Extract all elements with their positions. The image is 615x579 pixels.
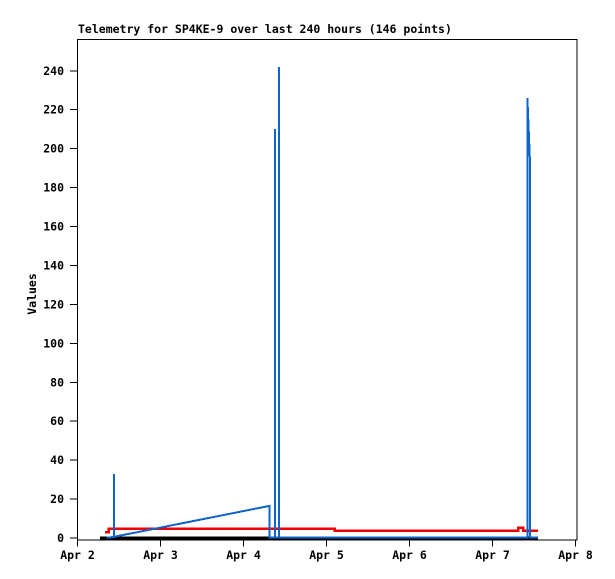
y-tick-label: 80: [50, 375, 64, 389]
y-tick-label: 0: [57, 531, 64, 545]
y-tick-label: 100: [43, 336, 64, 350]
plot-border: [77, 39, 578, 541]
y-tick-label: 140: [43, 258, 64, 272]
y-tick-label: 160: [43, 220, 64, 234]
y-tick-label: 220: [43, 103, 64, 117]
y-tick-label: 40: [50, 453, 64, 467]
x-tick-label: Apr 4: [226, 548, 261, 562]
x-tick-label: Apr 8: [558, 548, 593, 562]
x-tick-label: Apr 6: [392, 548, 427, 562]
x-tick-label: Apr 7: [475, 548, 510, 562]
x-tick-label: Apr 2: [60, 548, 95, 562]
y-tick-label: 240: [43, 64, 64, 78]
y-tick-label: 200: [43, 142, 64, 156]
y-tick-label: 120: [43, 297, 64, 311]
chart-title: Telemetry for SP4KE-9 over last 240 hour…: [78, 22, 452, 36]
y-tick-label: 180: [43, 181, 64, 195]
y-tick-label: 60: [50, 414, 64, 428]
x-tick-label: Apr 3: [143, 548, 178, 562]
series-values: [106, 66, 539, 539]
y-tick-label: 20: [50, 492, 64, 506]
x-tick-label: Apr 5: [309, 548, 344, 562]
series-threshold: [105, 526, 539, 534]
